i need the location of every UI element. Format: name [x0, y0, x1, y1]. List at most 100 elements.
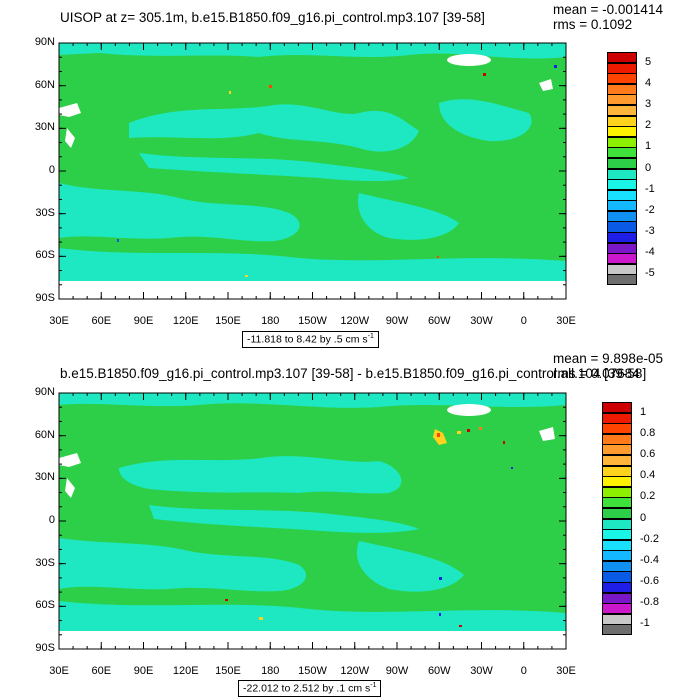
lon-tick-label: 120W	[340, 665, 370, 677]
southern-ocean-band	[59, 601, 566, 631]
speck	[483, 73, 486, 76]
colorbar-label: 0	[640, 511, 647, 524]
colorbar-swatch	[607, 168, 637, 180]
colorbar-label: 5	[645, 55, 652, 68]
lat-tick-label: 60S	[35, 249, 55, 262]
colorbar-label: 1	[645, 140, 652, 153]
colorbar-swatch	[607, 242, 637, 254]
colorbar-swatch	[602, 571, 632, 583]
colorbar-swatch	[607, 189, 637, 201]
lon-tick-label: 0	[520, 665, 527, 677]
colorbar-swatch	[602, 465, 632, 477]
speck	[511, 467, 513, 469]
colorbar-swatch	[602, 402, 632, 414]
axis-ticks	[58, 392, 567, 650]
speck	[554, 65, 557, 68]
lat-tick-label: 30N	[34, 121, 55, 134]
colorbar-label: 0.8	[640, 426, 656, 439]
colorbar-label: -1	[645, 182, 655, 195]
colorbar-swatch	[602, 507, 632, 519]
lon-tick-label: 30W	[470, 665, 493, 677]
colorbar-swatch	[607, 263, 637, 275]
range-text: -22.012 to 2.512 by .1 cm s	[243, 682, 371, 695]
speck	[459, 625, 462, 627]
lon-tick-label: 60W	[427, 315, 451, 327]
colorbar-label: -0.4	[640, 553, 659, 566]
lon-tick-label: 30E	[49, 665, 69, 677]
colorbar-swatch	[607, 94, 637, 106]
lat-tick-label: 90N	[34, 36, 55, 48]
speck	[259, 617, 263, 620]
colorbar-label: 4	[645, 76, 652, 89]
colorbar-swatch	[607, 73, 637, 85]
panel2-range-box: -22.012 to 2.512 by .1 cm s-1	[238, 680, 382, 697]
baltic-mask	[539, 79, 553, 91]
lat-tick-label: 60S	[35, 599, 55, 612]
pacific-northern-band	[129, 104, 419, 152]
colorbar-swatch	[602, 550, 632, 562]
colorbar-label: 1	[640, 405, 647, 418]
lon-tick-label: 150W	[298, 315, 327, 327]
equatorial-band	[139, 153, 409, 182]
colorbar-label: 2	[645, 119, 652, 132]
colorbar-label: -0.6	[640, 575, 659, 588]
lat-tick-label: 0	[48, 514, 55, 526]
range-text: -11.818 to 8.42 by .5 cm s	[247, 333, 368, 346]
range-unit-exponent: -1	[367, 333, 374, 340]
colorbar-swatch	[607, 210, 637, 222]
lat-tick-label: 90S	[35, 292, 55, 304]
colorbar-swatch	[602, 518, 632, 530]
panel1-map	[58, 42, 567, 300]
colorbar-label: 3	[645, 97, 652, 110]
lon-tick-label: 90E	[133, 665, 154, 677]
lon-tick-label: 120E	[172, 315, 199, 327]
colorbar-swatch	[602, 444, 632, 456]
colorbar-swatch	[607, 62, 637, 74]
speck	[117, 239, 119, 242]
colorbar-label: -4	[645, 246, 655, 259]
colorbar-swatch	[602, 529, 632, 541]
colorbar-label: -1	[640, 617, 650, 630]
lon-tick-label: 30E	[556, 315, 576, 327]
panel2-title: b.e15.B1850.f09_g16.pi_control.mp3.107 […	[60, 366, 647, 381]
colorbar-swatch	[602, 476, 632, 488]
colorbar-swatch	[602, 613, 632, 625]
lon-tick-label: 90W	[385, 665, 409, 677]
speck	[437, 256, 439, 258]
speck	[245, 275, 248, 277]
speck	[467, 429, 470, 432]
south-atlantic-patch	[358, 193, 459, 240]
colorbar-label: 0	[645, 161, 652, 174]
colorbar-swatch	[607, 274, 637, 286]
southern-indian-band	[59, 538, 307, 592]
colorbar-swatch	[602, 603, 632, 615]
lat-tick-label: 60N	[34, 428, 55, 441]
lon-tick-label: 180	[261, 665, 280, 677]
panel1-range-box: -11.818 to 8.42 by .5 cm s-1	[242, 331, 379, 348]
speck	[439, 577, 442, 580]
colorbar-swatch	[607, 115, 637, 127]
colorbar-swatch	[607, 179, 637, 191]
lon-tick-label: 30E	[556, 665, 576, 677]
colorbar-swatch	[607, 136, 637, 148]
lat-tick-label: 60N	[34, 78, 55, 91]
speck	[479, 427, 482, 430]
panel1-mean: mean = -0.001414	[553, 2, 663, 17]
colorbar-swatch	[607, 157, 637, 169]
panel1-title: UISOP at z= 305.1m, b.e15.B1850.f09_g16.…	[60, 10, 485, 25]
range-unit-exponent: -1	[370, 682, 377, 689]
south-atlantic-patch	[356, 541, 464, 592]
colorbar-swatch	[607, 83, 637, 95]
colorbar-swatch	[602, 423, 632, 435]
colorbar-swatch	[607, 200, 637, 212]
colorbar-swatch	[602, 454, 632, 467]
lon-tick-label: 150E	[215, 665, 241, 677]
lon-tick-label: 60E	[91, 315, 112, 327]
colorbar-swatch	[602, 560, 632, 572]
greenland-mask	[447, 54, 491, 66]
axis-ticks	[58, 42, 567, 300]
colorbar-label: 0.4	[640, 469, 656, 482]
speck	[503, 441, 505, 444]
colorbar-label: 0.2	[640, 490, 656, 503]
lat-tick-label: 30N	[34, 471, 55, 484]
